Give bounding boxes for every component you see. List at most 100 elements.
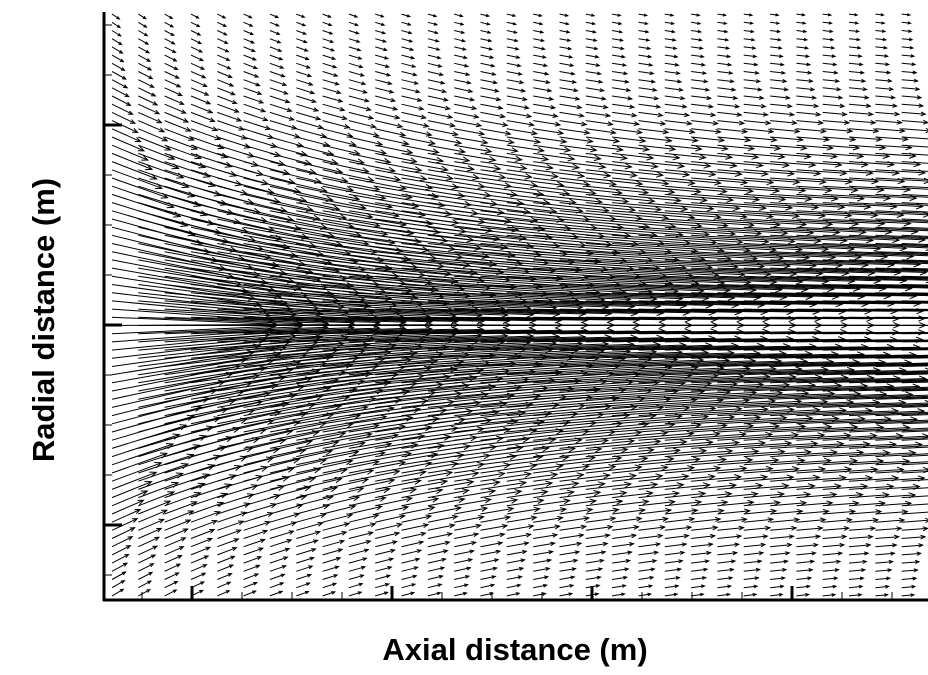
velocity-arrow (901, 193, 928, 197)
velocity-arrow (480, 583, 496, 589)
velocity-arrow (770, 500, 808, 507)
velocity-arrow (401, 87, 421, 94)
velocity-arrow (533, 79, 551, 84)
velocity-arrow (427, 169, 481, 181)
velocity-arrow (796, 449, 865, 458)
velocity-arrow (454, 378, 582, 392)
velocity-arrow (401, 540, 425, 548)
velocity-arrow (111, 71, 127, 80)
velocity-arrow (506, 95, 528, 102)
velocity-arrow (296, 21, 307, 27)
velocity-arrow (533, 95, 555, 101)
velocity-arrow (506, 489, 549, 499)
velocity-arrow (427, 591, 442, 597)
velocity-arrow (375, 193, 446, 208)
velocity-arrow (664, 516, 696, 523)
velocity-arrow (638, 525, 667, 531)
velocity-arrow (585, 185, 650, 196)
velocity-arrow (612, 120, 641, 126)
velocity-arrow (770, 37, 782, 42)
velocity-arrow (506, 161, 554, 171)
velocity-arrow (533, 412, 631, 425)
velocity-arrow (822, 103, 846, 109)
velocity-arrow (533, 71, 550, 76)
velocity-arrow (138, 144, 176, 160)
velocity-arrow (559, 71, 576, 76)
velocity-arrow (638, 177, 696, 186)
velocity-arrow (217, 54, 231, 61)
velocity-arrow (585, 62, 601, 67)
velocity-arrow (243, 457, 301, 474)
velocity-arrow (269, 87, 289, 95)
velocity-arrow (401, 392, 516, 408)
velocity-arrow (427, 583, 443, 589)
velocity-arrow (190, 161, 238, 177)
velocity-arrow (190, 136, 225, 150)
velocity-arrow (401, 531, 427, 539)
velocity-arrow (322, 226, 423, 245)
velocity-arrow (243, 46, 257, 52)
velocity-arrow (533, 46, 546, 51)
velocity-arrow (296, 512, 327, 523)
velocity-arrow (427, 87, 448, 94)
velocity-arrow (559, 218, 651, 230)
velocity-arrow (559, 516, 591, 523)
velocity-arrow (822, 136, 857, 142)
velocity-arrow (111, 136, 146, 152)
velocity-arrow (322, 54, 337, 60)
velocity-arrow (770, 62, 785, 67)
velocity-arrow (269, 573, 286, 580)
velocity-arrow (848, 251, 928, 256)
velocity-arrow (875, 243, 928, 246)
velocity-arrow (375, 514, 406, 523)
velocity-arrow (743, 152, 786, 160)
velocity-arrow (585, 558, 605, 564)
velocity-arrow (243, 573, 260, 580)
velocity-arrow (375, 13, 385, 18)
velocity-arrow (822, 128, 854, 134)
velocity-arrow (717, 474, 769, 482)
velocity-arrow (901, 389, 928, 392)
velocity-arrow (427, 54, 442, 60)
velocity-arrow (848, 29, 860, 33)
velocity-arrow (717, 267, 850, 277)
velocity-arrow (796, 251, 915, 260)
velocity-arrow (875, 37, 888, 42)
velocity-arrow (743, 259, 870, 268)
velocity-arrow (454, 445, 524, 458)
velocity-arrow (848, 379, 928, 384)
velocity-arrow (717, 499, 755, 507)
velocity-arrow (480, 62, 496, 68)
velocity-arrow (375, 71, 392, 77)
velocity-arrow (822, 37, 835, 42)
velocity-arrow (875, 70, 892, 75)
velocity-arrow (638, 567, 656, 572)
velocity-arrow (533, 515, 564, 523)
velocity-arrow (875, 437, 928, 441)
velocity-arrow (743, 559, 763, 564)
velocity-arrow (691, 177, 749, 186)
velocity-arrow (875, 62, 891, 67)
velocity-arrow (691, 542, 714, 548)
velocity-arrow (559, 498, 598, 507)
velocity-arrow (664, 490, 707, 499)
velocity-arrow (822, 95, 844, 100)
velocity-arrow (111, 571, 127, 580)
velocity-arrow (454, 202, 532, 215)
velocity-arrow (585, 575, 602, 580)
velocity-arrow (559, 13, 570, 17)
velocity-arrow (848, 395, 928, 400)
velocity-arrow (269, 547, 291, 556)
velocity-arrow (770, 383, 895, 392)
velocity-arrow (217, 62, 232, 70)
velocity-arrow (822, 576, 839, 581)
velocity-arrow (190, 401, 290, 425)
velocity-arrow (480, 46, 494, 51)
velocity-arrow (822, 54, 837, 58)
velocity-arrow (375, 54, 389, 60)
velocity-arrow (770, 21, 781, 25)
velocity-arrow (164, 251, 288, 276)
velocity-arrow (796, 568, 814, 572)
x-axis-label: Axial distance (m) (382, 632, 648, 667)
